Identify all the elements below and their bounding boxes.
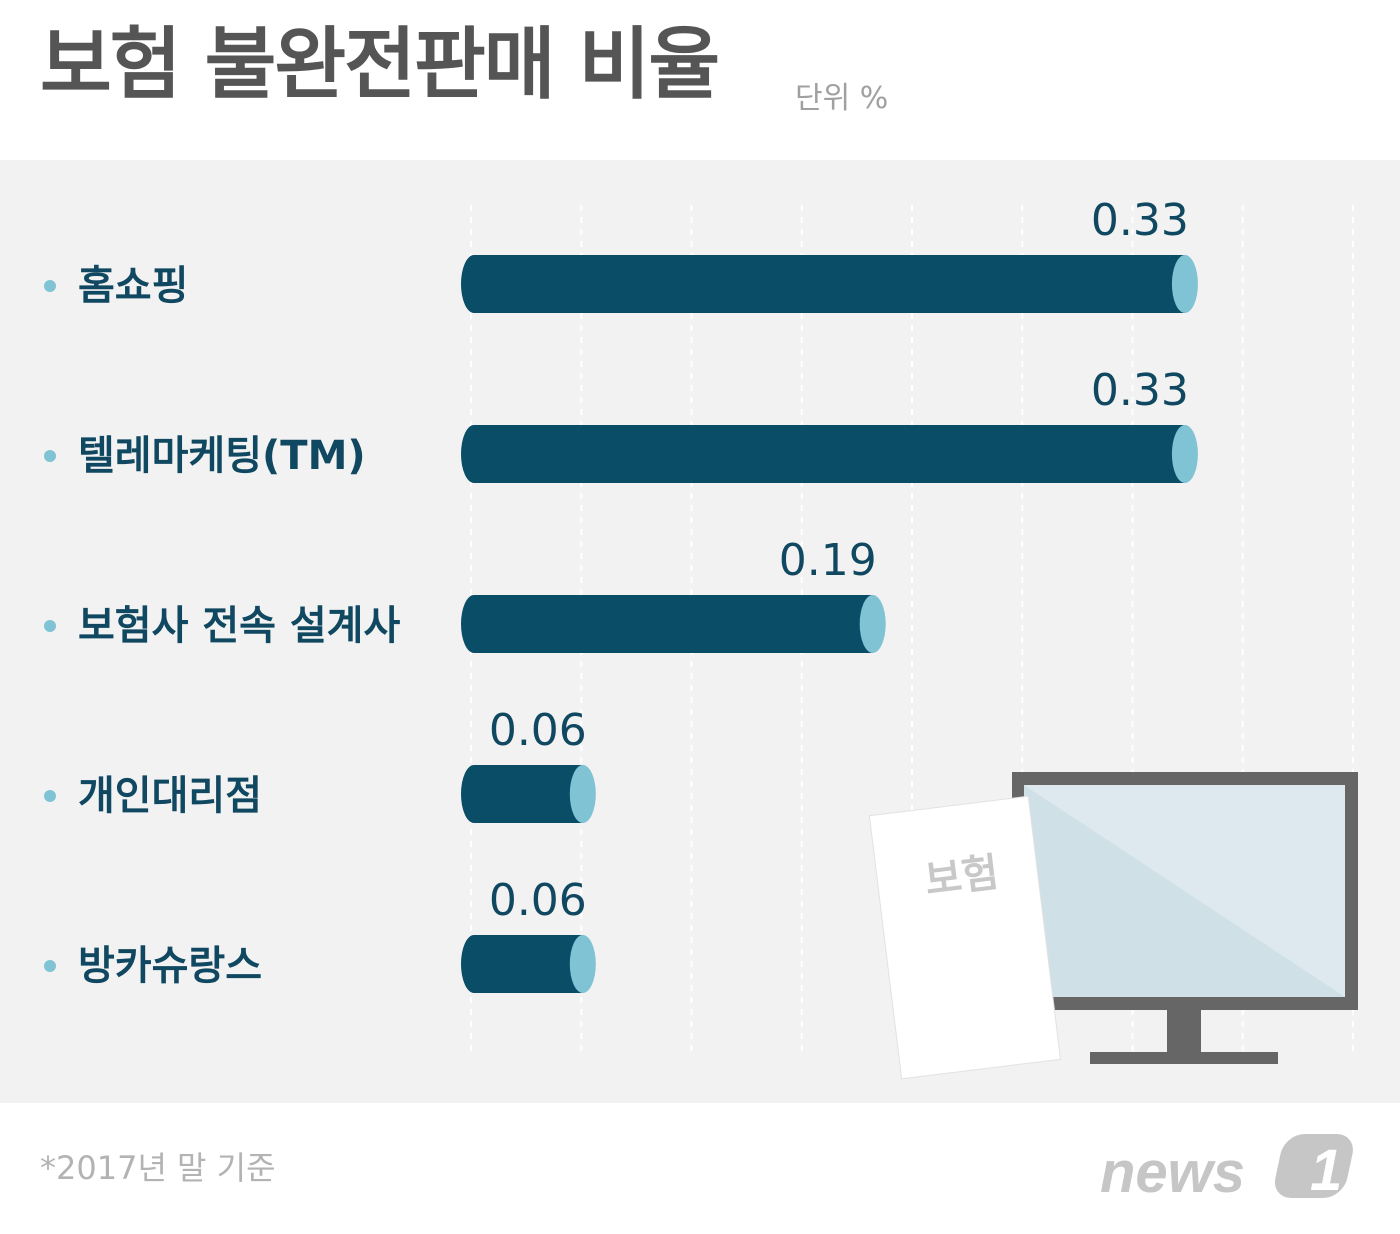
monitor-paper-illustration: 보험: [868, 772, 1358, 1080]
bar-cap: [1171, 255, 1198, 313]
logo-text: news: [1100, 1140, 1245, 1205]
category-label: 방카슈랑스: [78, 943, 262, 989]
chart-title: 보험 불완전판매 비율: [40, 20, 720, 110]
monitor-screen-shade: [1024, 785, 1345, 997]
value-label: 0.33: [1091, 365, 1189, 416]
category-bullet: [44, 280, 56, 292]
value-label: 0.19: [779, 535, 877, 586]
value-label: 0.06: [489, 705, 587, 756]
value-label: 0.06: [489, 875, 587, 926]
bar: [461, 595, 885, 653]
category-bullet: [44, 620, 56, 632]
category-label: 개인대리점: [78, 773, 262, 819]
bar-cap: [1171, 425, 1198, 483]
category-bullet: [44, 960, 56, 972]
bar: [461, 935, 595, 993]
monitor-base: [1090, 1052, 1278, 1064]
value-label: 0.33: [1091, 195, 1189, 246]
category-bullet: [44, 450, 56, 462]
insurance-paper: [868, 795, 1062, 1080]
category-label: 보험사 전속 설계사: [78, 603, 400, 649]
footnote: *2017년 말 기준: [40, 1149, 276, 1187]
logo-mark-box: [1274, 1134, 1353, 1198]
bar-cap: [859, 595, 886, 653]
monitor-neck: [1167, 1010, 1201, 1054]
logo-mark: 1: [1310, 1138, 1342, 1203]
category-label: 홈쇼핑: [78, 263, 188, 309]
category-bullet: [44, 790, 56, 802]
bar: [461, 765, 595, 823]
news1-logo: news 1: [1100, 1134, 1353, 1205]
bar-cap: [569, 765, 596, 823]
bar-cap: [569, 935, 596, 993]
category-label: 텔레마케팅(TM): [78, 433, 366, 479]
paper-label: 보험: [923, 850, 1002, 905]
bar: [461, 255, 1197, 313]
bar: [461, 425, 1197, 483]
unit-label: 단위 %: [795, 81, 889, 116]
bars: 홈쇼핑 0.33 텔레마케팅(TM) 0.33 보험사 전속 설계사 0.19 개인대리점 0…: [44, 195, 1198, 993]
